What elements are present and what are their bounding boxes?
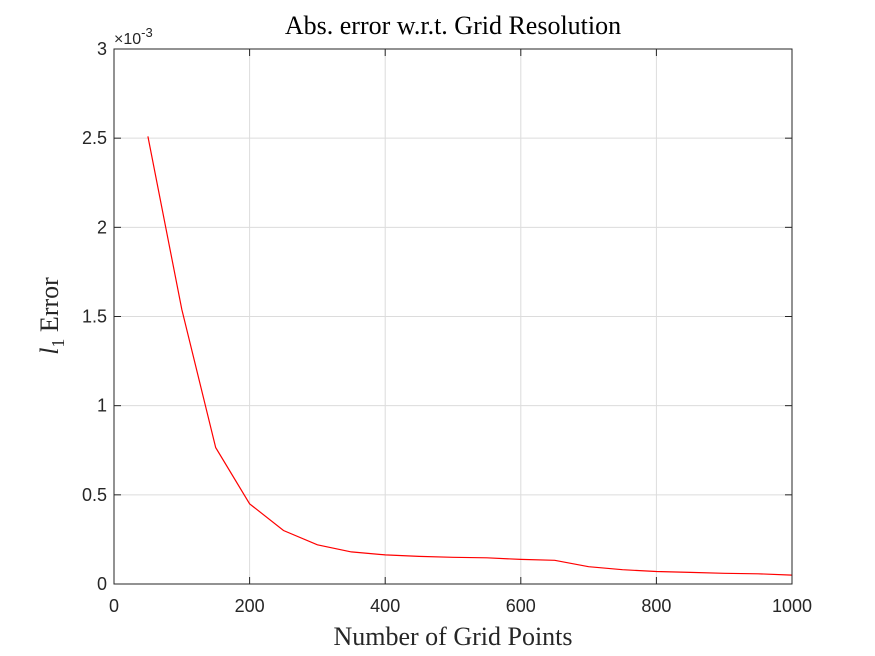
y-tick-label: 2 — [97, 217, 107, 237]
grid-lines — [114, 49, 792, 584]
tick-marks — [113, 48, 793, 585]
x-tick-label: 400 — [370, 596, 400, 616]
y-tick-label: 3 — [97, 39, 107, 59]
x-tick-label: 800 — [641, 596, 671, 616]
y-axis-exponent-power: -3 — [141, 25, 153, 40]
y-axis-exponent: ×10-3 — [114, 25, 153, 48]
y-axis-label-main: l — [35, 348, 64, 355]
chart-title: Abs. error w.r.t. Grid Resolution — [285, 11, 621, 40]
x-tick-label: 1000 — [772, 596, 812, 616]
y-tick-label: 0 — [97, 574, 107, 594]
y-tick-label: 1 — [97, 396, 107, 416]
x-tick-label: 0 — [109, 596, 119, 616]
series-lines — [147, 136, 793, 576]
y-tick-label: 2.5 — [82, 128, 107, 148]
y-tick-labels: 0 0.5 1 1.5 2 2.5 3 — [82, 39, 107, 594]
y-axis-label: l1 Error — [35, 277, 68, 355]
series-line — [147, 136, 793, 576]
y-tick-label: 1.5 — [82, 307, 107, 327]
y-tick-label: 0.5 — [82, 485, 107, 505]
y-axis-label-rest: Error — [35, 277, 64, 339]
x-tick-labels: 0 200 400 600 800 1000 — [109, 596, 812, 616]
y-axis-exponent-base: ×10 — [114, 31, 141, 48]
y-axis-label-subscript: 1 — [48, 339, 68, 348]
x-tick-label: 200 — [235, 596, 265, 616]
x-tick-label: 600 — [506, 596, 536, 616]
x-axis-label: Number of Grid Points — [333, 622, 572, 651]
